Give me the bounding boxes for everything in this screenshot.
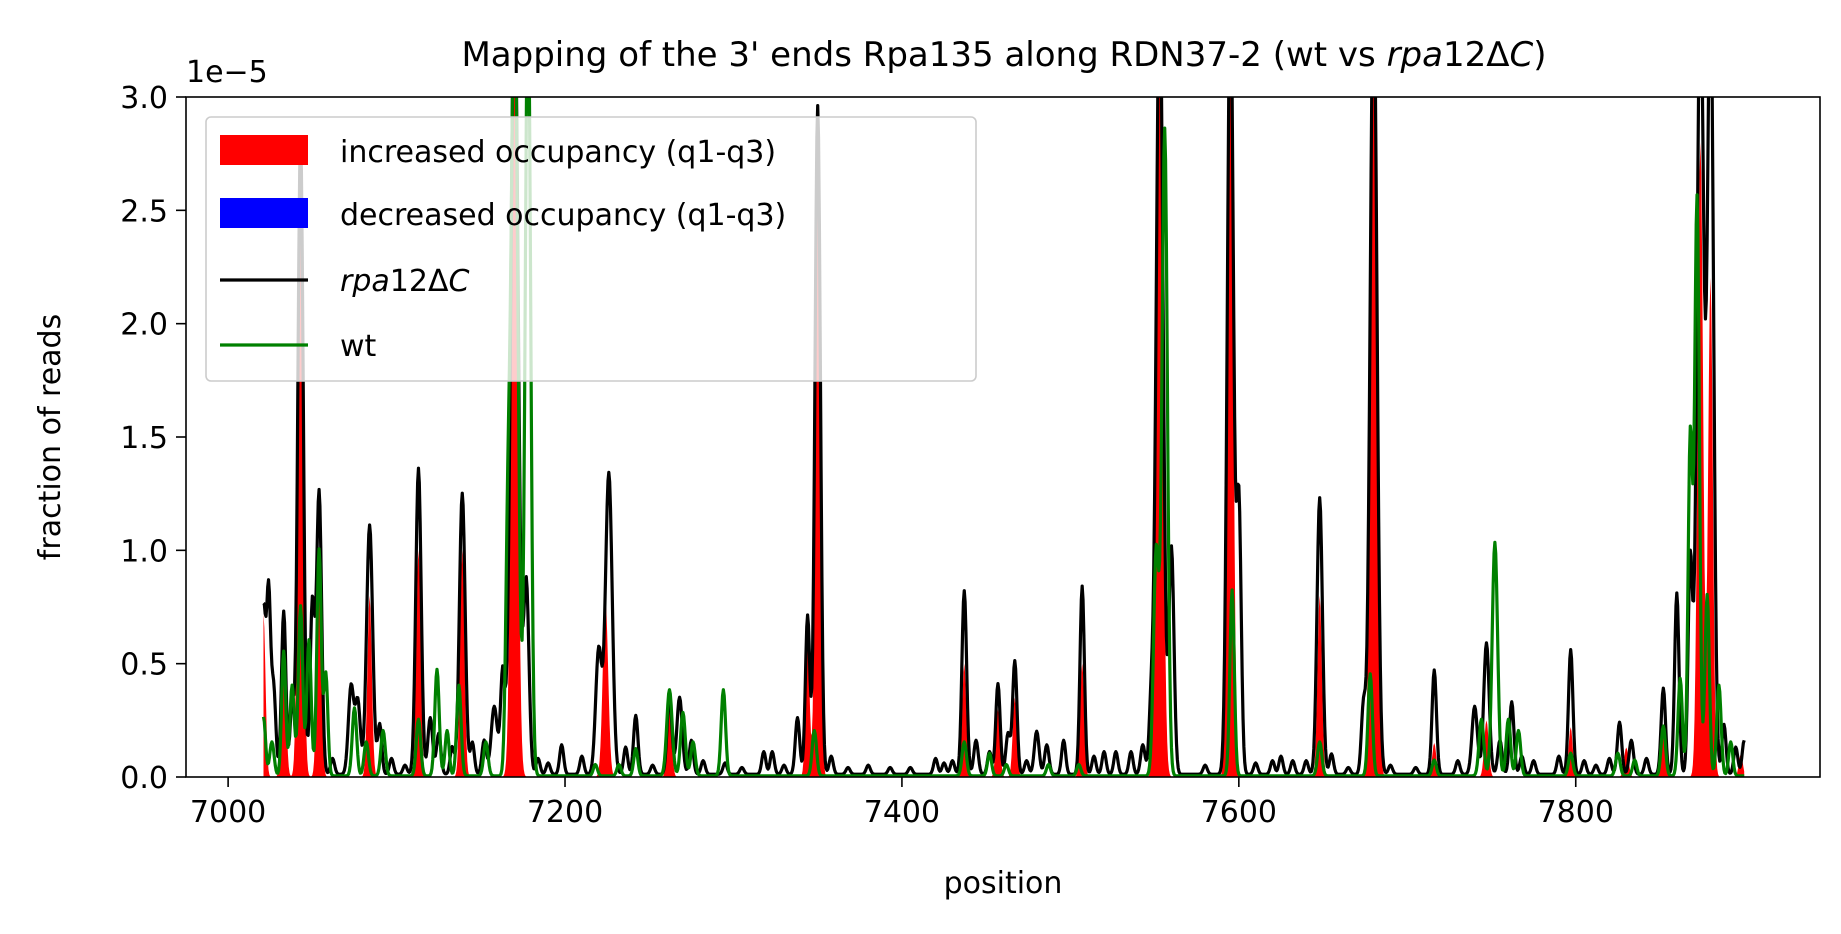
y-tick-label: 1.0 <box>120 534 168 569</box>
x-tick-label: 7800 <box>1538 795 1614 830</box>
legend-label-decreased: decreased occupancy (q1-q3) <box>340 198 786 233</box>
legend-label-rpa12-part: C <box>448 264 469 299</box>
chart-title: Mapping of the 3' ends Rpa135 along RDN3… <box>461 35 1546 75</box>
legend-swatch-decreased <box>220 198 308 228</box>
chart-title-part: ) <box>1533 35 1546 75</box>
x-axis-label: position <box>944 866 1063 901</box>
y-axis-label: fraction of reads <box>33 314 68 560</box>
y-tick-label: 0.5 <box>120 648 168 683</box>
chart-title-part: Mapping of the 3' ends Rpa135 along RDN3… <box>461 35 1386 75</box>
y-tick-label: 1.5 <box>120 421 168 456</box>
x-axis: 7000 7200 7400 7600 7800 <box>190 777 1614 830</box>
y-offset-label: 1e−5 <box>186 55 268 90</box>
legend-swatch-increased <box>220 135 308 165</box>
legend-label-rpa12: rpa12ΔC <box>340 264 469 299</box>
legend-label-rpa12-part: 12Δ <box>390 264 449 299</box>
x-tick-label: 7200 <box>527 795 603 830</box>
legend-label-rpa12-part: rpa <box>340 264 390 299</box>
chart-title-part: 12Δ <box>1443 35 1510 75</box>
x-tick-label: 7600 <box>1201 795 1277 830</box>
y-tick-label: 2.0 <box>120 308 168 343</box>
y-axis: 0.0 0.5 1.0 1.5 2.0 2.5 3.0 <box>120 81 186 796</box>
increased-occupancy-area <box>263 97 1745 777</box>
chart-title-part: rpa <box>1387 35 1443 75</box>
increased-occupancy-fill <box>263 97 1745 777</box>
y-tick-label: 3.0 <box>120 81 168 116</box>
legend-label-increased: increased occupancy (q1-q3) <box>340 135 776 170</box>
y-tick-label: 2.5 <box>120 194 168 229</box>
y-tick-label: 0.0 <box>120 761 168 796</box>
legend-label-wt: wt <box>340 329 377 364</box>
legend-box <box>205 116 977 382</box>
legend: increased occupancy (q1-q3) decreased oc… <box>205 116 977 382</box>
x-tick-label: 7400 <box>864 795 940 830</box>
x-tick-label: 7000 <box>190 795 266 830</box>
chart-title-part: C <box>1510 35 1534 75</box>
